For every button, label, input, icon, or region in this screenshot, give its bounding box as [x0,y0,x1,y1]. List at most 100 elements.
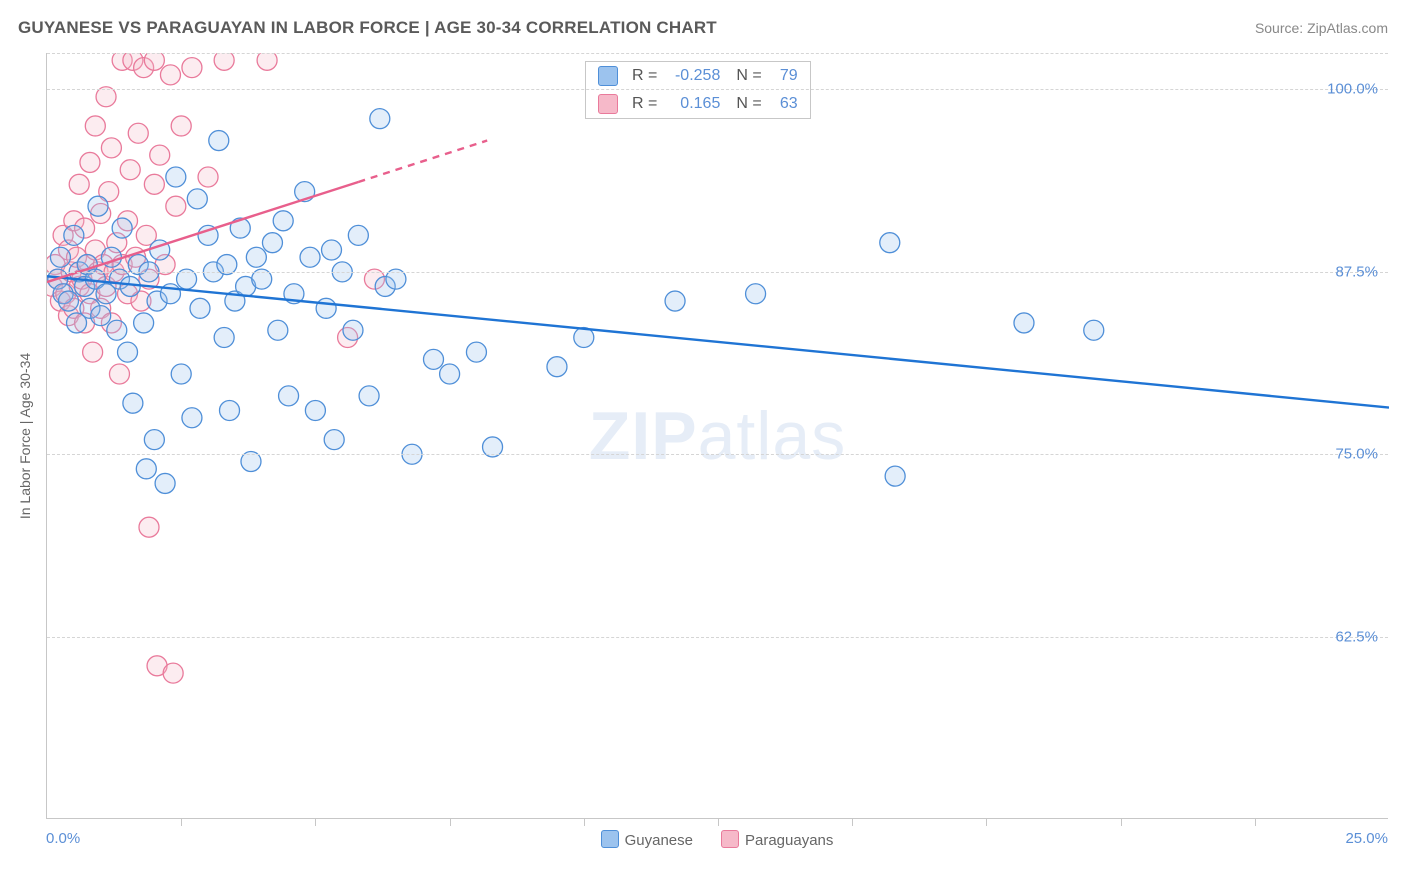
data-point-guyanese [144,430,164,450]
series-legend: Guyanese Paraguayans [46,830,1388,849]
x-tick [181,818,182,826]
legend-swatch-guyanese [601,830,619,848]
data-point-guyanese [300,247,320,267]
data-point-paraguayans [198,167,218,187]
data-point-guyanese [466,342,486,362]
data-point-guyanese [123,393,143,413]
data-point-guyanese [171,364,191,384]
data-point-paraguayans [101,138,121,158]
r-value-paraguayans: 0.165 [665,95,720,113]
y-axis-label-container: In Labor Force | Age 30-34 [12,53,38,819]
data-point-guyanese [246,247,266,267]
data-point-guyanese [268,320,288,340]
gridline-horizontal [47,53,1388,54]
data-point-guyanese [107,320,127,340]
data-point-guyanese [134,313,154,333]
data-point-guyanese [880,233,900,253]
data-point-guyanese [182,408,202,428]
x-tick [718,818,719,826]
x-tick [584,818,585,826]
trend-line-guyanese [47,276,1389,407]
n-label: N = [736,67,761,85]
x-tick [1255,818,1256,826]
data-point-paraguayans [150,145,170,165]
data-point-paraguayans [214,53,234,70]
data-point-guyanese [885,466,905,486]
data-point-guyanese [316,298,336,318]
data-point-guyanese [118,342,138,362]
title-bar: GUYANESE VS PARAGUAYAN IN LABOR FORCE | … [18,18,1388,38]
data-point-paraguayans [69,174,89,194]
r-label: R = [632,67,657,85]
swatch-paraguayans [598,94,618,114]
data-point-paraguayans [128,123,148,143]
correlation-row-paraguayans: R = 0.165 N = 63 [586,90,810,118]
data-point-paraguayans [166,196,186,216]
data-point-guyanese [305,400,325,420]
data-point-guyanese [322,240,342,260]
y-tick-label: 62.5% [1335,628,1378,645]
x-tick [1121,818,1122,826]
n-value-guyanese: 79 [770,67,798,85]
data-point-guyanese [262,233,282,253]
data-point-guyanese [88,196,108,216]
data-point-guyanese [190,298,210,318]
r-label: R = [632,95,657,113]
data-point-guyanese [423,349,443,369]
data-point-guyanese [136,459,156,479]
data-point-guyanese [359,386,379,406]
x-axis-labels: 0.0% GuyaneseParaguayans 25.0% [46,830,1388,858]
data-point-paraguayans [139,517,159,537]
chart-svg [47,53,1389,819]
data-point-paraguayans [85,116,105,136]
data-point-guyanese [324,430,344,450]
n-label: N = [736,95,761,113]
data-point-guyanese [370,109,390,129]
data-point-paraguayans [109,364,129,384]
correlation-row-guyanese: R =-0.258N =79 [586,62,810,90]
data-point-paraguayans [257,53,277,70]
data-point-guyanese [91,306,111,326]
legend-swatch-paraguayans [721,830,739,848]
data-point-paraguayans [144,53,164,70]
data-point-guyanese [1084,320,1104,340]
data-point-guyanese [343,320,363,340]
x-axis-max-label: 25.0% [1345,830,1388,847]
y-tick-label: 75.0% [1335,446,1378,463]
n-value-paraguayans: 63 [770,95,798,113]
x-tick [852,818,853,826]
data-point-paraguayans [163,663,183,683]
data-point-paraguayans [83,342,103,362]
x-tick [450,818,451,826]
data-point-paraguayans [160,65,180,85]
y-tick-label: 87.5% [1335,263,1378,280]
source-label: Source: ZipAtlas.com [1255,20,1388,36]
data-point-guyanese [112,218,132,238]
data-point-guyanese [440,364,460,384]
data-point-guyanese [120,276,140,296]
legend-entry-paraguayans: Paraguayans [721,830,833,849]
data-point-guyanese [64,225,84,245]
legend-entry-guyanese: Guyanese [601,830,693,849]
data-point-guyanese [187,189,207,209]
data-point-guyanese [348,225,368,245]
data-point-guyanese [746,284,766,304]
data-point-guyanese [1014,313,1034,333]
data-point-paraguayans [144,174,164,194]
data-point-guyanese [214,328,234,348]
legend-label-paraguayans: Paraguayans [745,832,833,849]
data-point-guyanese [50,247,70,267]
data-point-guyanese [273,211,293,231]
gridline-horizontal [47,454,1388,455]
data-point-guyanese [279,386,299,406]
data-point-guyanese [155,473,175,493]
gridline-horizontal [47,637,1388,638]
data-point-paraguayans [120,160,140,180]
y-tick-label: 100.0% [1327,81,1378,98]
plot-area: ZIPatlas R =-0.258N =79R =0.165N =63 62.… [46,53,1388,819]
swatch-guyanese [598,66,618,86]
x-tick [315,818,316,826]
gridline-horizontal [47,272,1388,273]
y-axis-label: In Labor Force | Age 30-34 [17,353,33,519]
legend-label-guyanese: Guyanese [625,832,693,849]
